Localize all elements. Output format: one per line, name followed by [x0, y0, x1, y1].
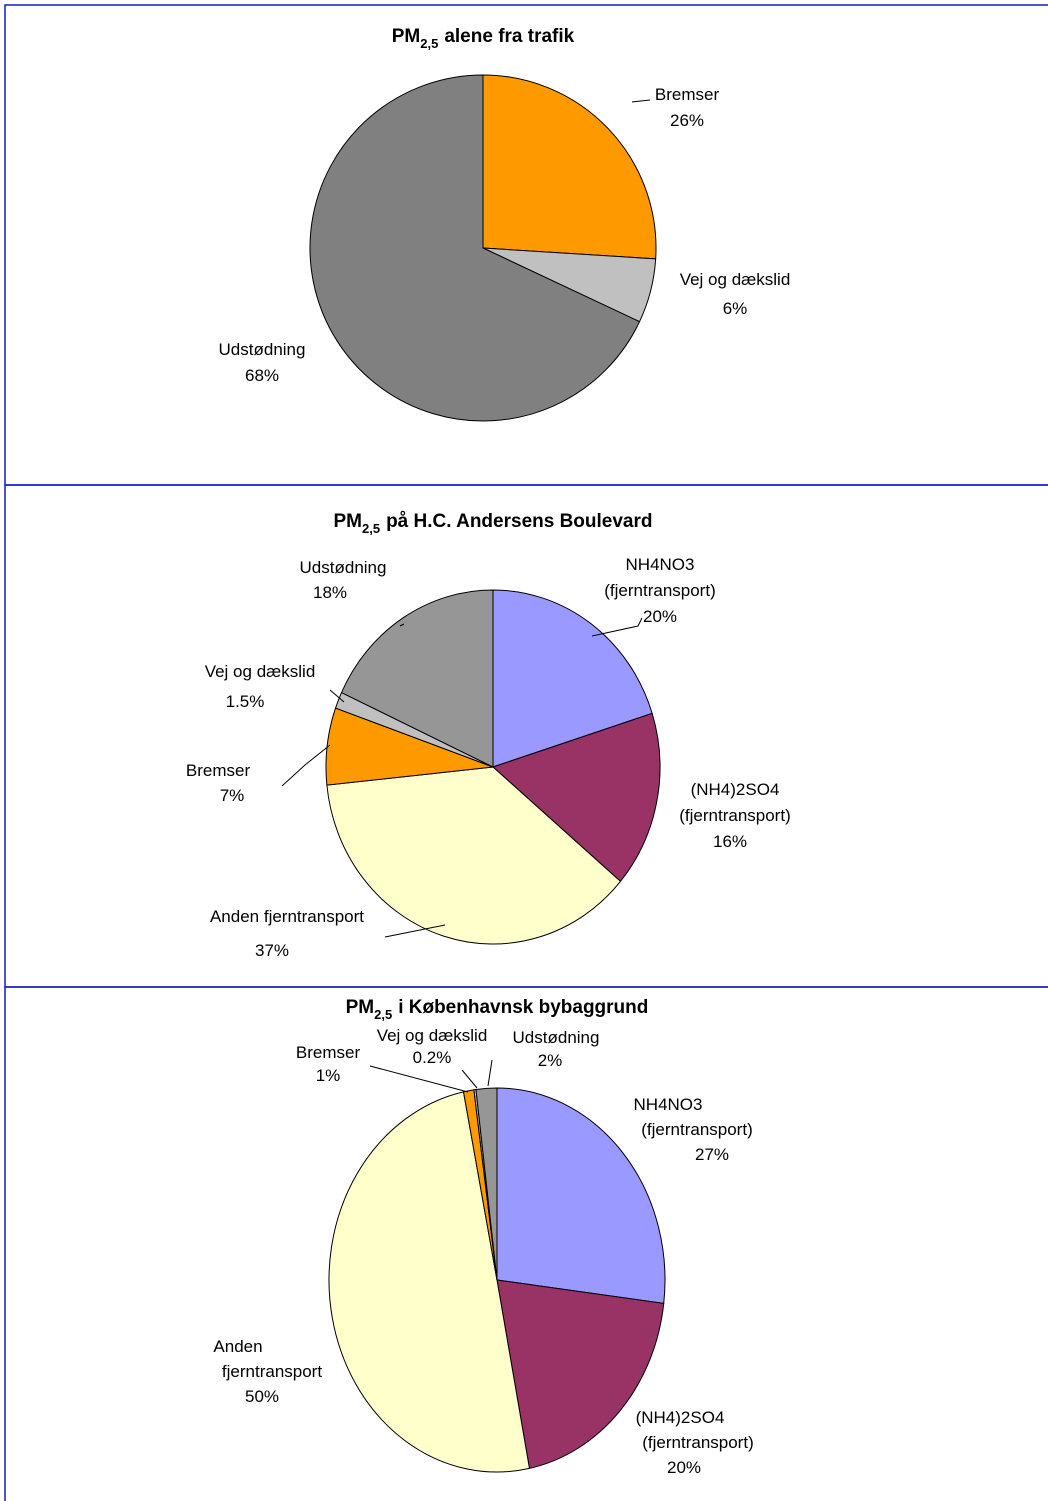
value-label: 0.2%: [413, 1048, 452, 1067]
value-label: 20%: [667, 1458, 701, 1477]
slice-label: Udstødning: [219, 340, 306, 359]
chart-title: PM2,5 alene fra trafik: [392, 26, 575, 51]
leader-line: [631, 99, 651, 103]
pie-slice: [328, 1091, 531, 1473]
value-label: 37%: [255, 941, 289, 960]
slice-label: fjerntransport: [222, 1362, 322, 1381]
title-main: PM: [346, 997, 375, 1018]
slice-label: Udstødning: [513, 1028, 600, 1047]
value-label: 16%: [713, 832, 747, 851]
slice-label: Vej og dækslid: [205, 662, 316, 681]
value-label: 68%: [245, 366, 279, 385]
leader-line: [281, 744, 331, 787]
slice-label: (fjerntransport): [642, 1433, 753, 1452]
pie-slice: [482, 74, 657, 260]
panel-frame: [4, 986, 1048, 1501]
slice-label: NH4NO3: [626, 555, 695, 574]
slice-label: Vej og dækslid: [680, 270, 791, 289]
leader-line: [487, 1059, 493, 1087]
slice-label: (NH4)2SO4: [636, 1408, 725, 1427]
slice-label: Anden fjerntransport: [210, 907, 364, 926]
title-rest: i Københavnsk bybaggrund: [398, 997, 648, 1018]
value-label: 18%: [313, 583, 347, 602]
title-main: PM: [392, 26, 421, 47]
slice-label: Bremser: [186, 761, 251, 780]
slice-label: (NH4)2SO4: [691, 780, 780, 799]
slice-label: Anden: [213, 1337, 262, 1356]
pie-slice: [492, 712, 661, 883]
slice-label: Vej og dækslid: [377, 1026, 488, 1045]
title-subscript: 2,5: [420, 36, 438, 51]
pie-slice: [326, 766, 622, 945]
value-label: 1.5%: [226, 692, 265, 711]
leader-line: [329, 689, 345, 703]
title-rest: på H.C. Andersens Boulevard: [386, 511, 652, 532]
value-label: 6%: [723, 299, 748, 318]
value-label: 7%: [220, 786, 245, 805]
pie-slice: [496, 1279, 665, 1469]
leader-line: [369, 1065, 469, 1093]
slice-label: Bremser: [655, 85, 720, 104]
pie-slice: [492, 589, 653, 768]
leader-line: [384, 924, 446, 938]
value-label: 1%: [316, 1066, 341, 1085]
title-subscript: 2,5: [374, 1007, 392, 1022]
slice-label: (fjerntransport): [641, 1120, 752, 1139]
value-label: 50%: [245, 1387, 279, 1406]
chart-title: PM2,5 på H.C. Andersens Boulevard: [334, 511, 653, 536]
pie-slice: [309, 74, 641, 422]
title-main: PM: [334, 511, 363, 532]
slice-label: Bremser: [296, 1043, 361, 1062]
leader-line: [591, 617, 643, 637]
slice-label: NH4NO3: [634, 1095, 703, 1114]
value-label: 2%: [538, 1051, 563, 1070]
value-label: 26%: [670, 111, 704, 130]
slice-label: (fjerntransport): [679, 806, 790, 825]
leader-line: [399, 623, 405, 627]
slice-label: Udstødning: [300, 558, 387, 577]
pie-slice: [496, 1087, 666, 1304]
title-rest: alene fra trafik: [444, 26, 574, 47]
chart-title: PM2,5 i Københavnsk bybaggrund: [346, 997, 649, 1022]
slice-label: (fjerntransport): [604, 581, 715, 600]
pie-slice: [475, 1087, 498, 1281]
value-label: 20%: [643, 607, 677, 626]
value-label: 27%: [695, 1145, 729, 1164]
leader-line: [461, 1069, 478, 1089]
pie-slice: [340, 589, 494, 768]
title-subscript: 2,5: [362, 521, 380, 536]
